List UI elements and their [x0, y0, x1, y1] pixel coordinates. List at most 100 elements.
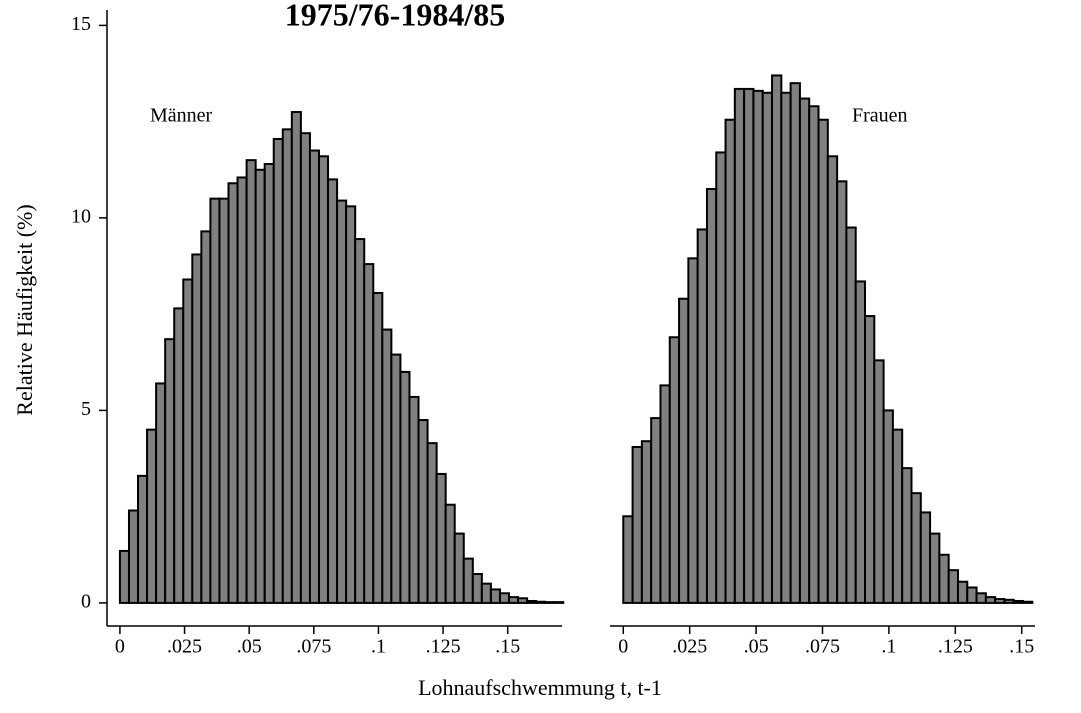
bar [891, 428, 904, 604]
bar [659, 384, 671, 604]
bar [743, 87, 755, 604]
bar [345, 205, 357, 604]
x-tick-label: 0 [115, 636, 125, 658]
bar [845, 226, 857, 604]
bar [146, 428, 158, 604]
bar [480, 582, 492, 604]
bar [836, 180, 848, 604]
bar [826, 155, 839, 604]
bar [526, 599, 538, 604]
bar [984, 596, 997, 604]
bar [864, 315, 876, 604]
bar [622, 515, 634, 604]
x-tick-label: .025 [167, 636, 202, 658]
bar [137, 474, 149, 604]
bar [966, 586, 978, 604]
bar [435, 472, 447, 604]
bar [650, 417, 662, 604]
x-tick-label: .05 [744, 636, 769, 658]
bar [272, 137, 284, 604]
bar [733, 87, 746, 604]
bar [1003, 598, 1015, 604]
y-tick-label: 5 [81, 398, 91, 420]
y-tick-label: 10 [71, 205, 91, 227]
bar [631, 445, 643, 604]
bar [118, 549, 130, 604]
bar [417, 419, 429, 604]
bar [535, 600, 547, 604]
bar [299, 132, 311, 604]
x-tick-label: .15 [1009, 636, 1034, 658]
bar [245, 159, 257, 604]
bar [363, 263, 375, 604]
bar [798, 97, 811, 604]
bar [155, 382, 167, 604]
bar [780, 91, 792, 604]
bar [761, 91, 774, 604]
bar [336, 199, 348, 604]
bar [752, 89, 764, 604]
x-tick-label: .125 [426, 636, 461, 658]
bar [173, 307, 185, 604]
bar [517, 597, 529, 604]
bar [956, 580, 969, 604]
x-tick-label: .05 [237, 636, 262, 658]
bar [498, 592, 511, 604]
bar [200, 230, 212, 604]
bar [919, 511, 932, 604]
bar [281, 128, 293, 604]
bar [817, 118, 829, 604]
x-tick-label: .125 [938, 636, 973, 658]
bar [227, 182, 239, 604]
bar [705, 188, 718, 604]
bar [1022, 600, 1034, 604]
bar [254, 168, 266, 604]
bar [317, 155, 330, 604]
bar [453, 532, 465, 604]
bar [327, 178, 339, 604]
bar [489, 588, 501, 604]
bar [938, 553, 950, 604]
bar [715, 151, 727, 604]
bar [789, 82, 801, 604]
bar [994, 598, 1006, 604]
bar [381, 328, 393, 604]
bar [724, 118, 736, 604]
bar [390, 353, 402, 604]
y-axis-label: Relative Häufigkeit (%) [12, 204, 37, 415]
bar [372, 291, 384, 604]
bar [696, 228, 708, 604]
bar [399, 370, 411, 604]
bar [444, 503, 456, 604]
bar [290, 111, 302, 604]
bar [164, 338, 176, 604]
bar [462, 557, 474, 604]
y-tick-label: 15 [71, 13, 91, 35]
y-tick-label: 0 [81, 590, 91, 612]
x-tick-label: 0 [618, 636, 628, 658]
bar [426, 442, 438, 604]
bar [544, 601, 556, 604]
bar [471, 573, 483, 604]
bar [687, 257, 699, 604]
bar [808, 105, 820, 604]
panel-label: Frauen [852, 105, 908, 127]
bar [553, 601, 565, 604]
bar [873, 359, 885, 604]
bar [975, 592, 987, 604]
bar [668, 336, 681, 604]
x-tick-label: .025 [672, 636, 707, 658]
bar [910, 492, 922, 604]
x-axis-label: Lohnaufschwemmung t, t-1 [418, 675, 662, 700]
bar [354, 238, 366, 604]
bar [947, 569, 959, 604]
x-tick-label: .1 [881, 636, 896, 658]
bar [508, 596, 520, 604]
bar [209, 197, 221, 604]
panel-label: Männer [150, 105, 213, 127]
chart-title: 1975/76-1984/85 [285, 0, 505, 32]
bar [236, 176, 248, 604]
x-tick-label: .075 [805, 636, 840, 658]
bar [882, 409, 894, 604]
